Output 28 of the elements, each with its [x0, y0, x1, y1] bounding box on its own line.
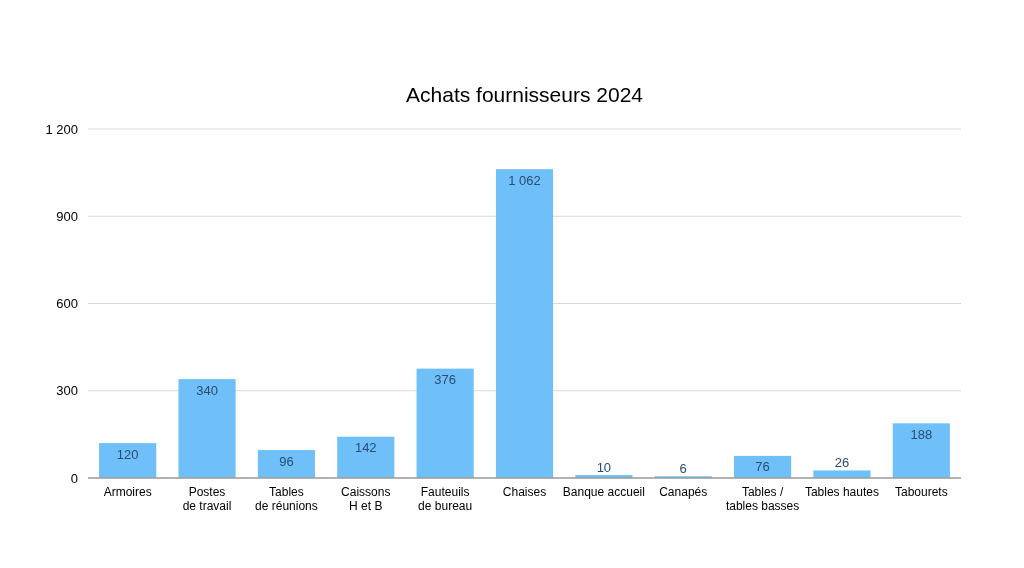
- x-tick-label: Banque accueil: [562, 485, 645, 499]
- y-tick-label: 0: [70, 470, 78, 486]
- x-tick-label: Tables / tables basses: [725, 485, 800, 513]
- data-label: 1 062: [508, 172, 541, 188]
- data-label: 188: [910, 426, 933, 442]
- y-tick-label: 1 200: [45, 121, 78, 137]
- x-tick-label: Tables de réunions: [255, 485, 318, 513]
- x-tick-label: Caissons H et B: [341, 485, 391, 513]
- x-tick-label: Tables hautes: [804, 485, 879, 499]
- x-tick-label: Canapés: [659, 485, 708, 499]
- data-label: 6: [679, 460, 687, 476]
- y-tick-label: 600: [56, 296, 78, 312]
- y-tick-label: 900: [56, 208, 78, 224]
- data-label: 96: [279, 453, 294, 469]
- x-tick-label: Postes de travail: [182, 485, 232, 513]
- data-label: 142: [354, 440, 377, 456]
- data-label: 376: [434, 372, 456, 388]
- data-label: 10: [596, 459, 612, 475]
- x-tick-label: Fauteuils de bureau: [418, 485, 473, 513]
- data-label: 76: [755, 459, 770, 475]
- data-label: 26: [834, 454, 850, 470]
- chart-title: Achats fournisseurs 2024: [406, 83, 644, 106]
- data-label: 120: [116, 446, 139, 462]
- data-label: 340: [196, 382, 218, 398]
- x-tick-label: Tabourets: [894, 485, 948, 499]
- x-tick-label: Armoires: [103, 485, 152, 499]
- x-tick-label: Chaises: [502, 485, 547, 499]
- y-tick-label: 300: [56, 383, 78, 399]
